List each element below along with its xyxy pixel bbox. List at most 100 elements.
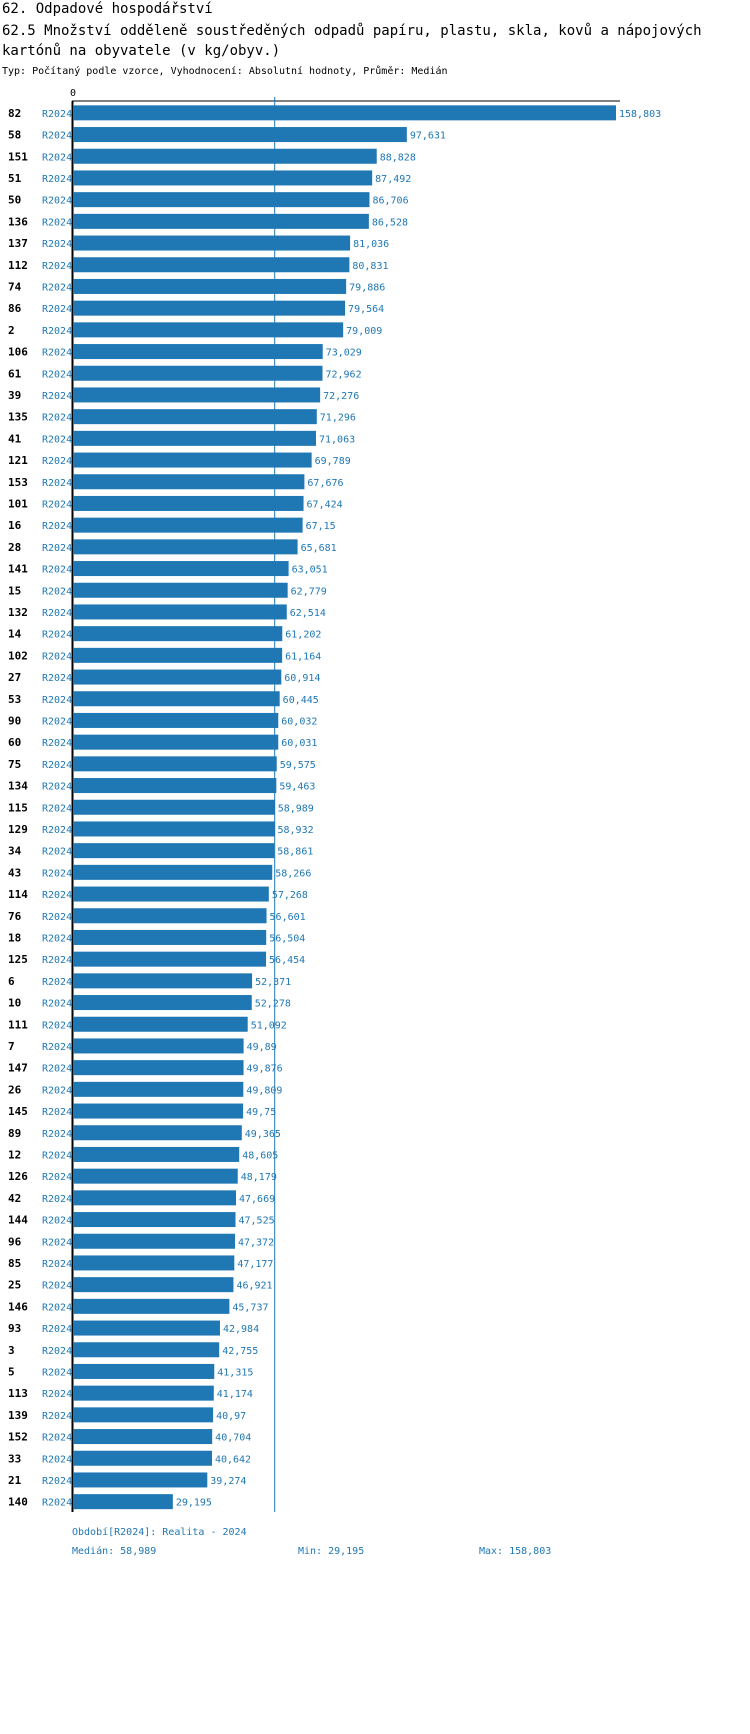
category-label: 114	[8, 888, 28, 901]
category-label: 26	[8, 1083, 22, 1096]
bar	[73, 951, 267, 967]
bar	[73, 517, 303, 533]
period-label: R2024	[42, 543, 72, 554]
category-label: 53	[8, 693, 21, 706]
period-label: R2024	[42, 847, 72, 858]
value-label: 49,365	[245, 1129, 281, 1140]
value-label: 57,268	[272, 890, 308, 901]
period-label: R2024	[42, 890, 72, 901]
value-label: 49,876	[247, 1064, 283, 1075]
bar	[73, 235, 351, 251]
category-label: 147	[8, 1062, 28, 1075]
chart-title: 62.5 Množství odděleně soustředěných odp…	[2, 23, 702, 59]
period-label: R2024	[42, 391, 72, 402]
period-label: R2024	[42, 239, 72, 250]
category-label: 134	[8, 780, 28, 793]
category-label: 27	[8, 671, 21, 684]
category-label: 76	[8, 910, 22, 923]
category-label: 75	[8, 758, 21, 771]
category-label: 50	[8, 194, 21, 207]
period-label: R2024	[42, 738, 72, 749]
category-label: 43	[8, 866, 21, 879]
category-label: 137	[8, 237, 28, 250]
period-label: R2024	[42, 825, 72, 836]
period-label: R2024	[42, 760, 72, 771]
value-label: 58,989	[278, 803, 314, 814]
bar	[73, 192, 370, 208]
bar	[73, 1016, 248, 1032]
bar	[73, 322, 344, 338]
period-label: R2024	[42, 1498, 72, 1509]
category-label: 18	[8, 931, 21, 944]
value-label: 51,092	[251, 1020, 287, 1031]
bar	[73, 1168, 238, 1184]
category-label: 139	[8, 1409, 28, 1422]
value-label: 58,266	[275, 868, 311, 879]
period-label: R2024	[42, 803, 72, 814]
period-label: R2024	[42, 217, 72, 228]
value-label: 80,831	[352, 261, 388, 272]
bar	[73, 799, 275, 815]
value-label: 81,036	[353, 239, 389, 250]
axis-zero-label: 0	[70, 88, 76, 99]
category-label: 93	[8, 1322, 21, 1335]
value-label: 47,669	[239, 1194, 275, 1205]
category-label: 60	[8, 736, 21, 749]
bar	[73, 669, 282, 685]
bar	[73, 734, 279, 750]
category-label: 115	[8, 801, 28, 814]
category-label: 113	[8, 1387, 28, 1400]
period-label: R2024	[42, 1281, 72, 1292]
category-label: 152	[8, 1431, 28, 1444]
bar	[73, 756, 277, 772]
value-label: 47,177	[237, 1259, 273, 1270]
bar	[73, 387, 321, 403]
value-label: 29,195	[176, 1498, 212, 1509]
value-label: 65,681	[301, 543, 337, 554]
period-label: R2024	[42, 434, 72, 445]
category-label: 153	[8, 476, 28, 489]
bar	[73, 1233, 235, 1249]
bar	[73, 778, 277, 794]
bar	[73, 712, 279, 728]
category-label: 140	[8, 1496, 28, 1509]
period-label: R2024	[42, 651, 72, 662]
bar	[73, 105, 616, 121]
period-label: R2024	[42, 1129, 72, 1140]
value-label: 56,454	[269, 955, 305, 966]
value-label: 87,492	[375, 174, 411, 185]
value-label: 52,371	[255, 977, 291, 988]
category-label: 151	[8, 150, 28, 163]
value-label: 45,737	[232, 1302, 268, 1313]
value-label: 48,179	[241, 1172, 277, 1183]
value-label: 61,164	[285, 651, 321, 662]
category-label: 33	[8, 1452, 21, 1465]
bar	[73, 127, 407, 143]
value-label: 47,372	[238, 1237, 274, 1248]
period-label: R2024	[42, 152, 72, 163]
category-label: 121	[8, 454, 28, 467]
value-label: 41,174	[217, 1389, 253, 1400]
value-label: 86,706	[372, 196, 408, 207]
period-label: R2024	[42, 1324, 72, 1335]
category-label: 86	[8, 302, 22, 315]
bar	[73, 430, 316, 446]
category-label: 132	[8, 606, 28, 619]
category-label: 146	[8, 1300, 28, 1313]
period-label: R2024	[42, 1259, 72, 1270]
bar	[73, 626, 283, 642]
period-label: R2024	[42, 977, 72, 988]
value-label: 73,029	[326, 348, 362, 359]
footer-median: Medián: 58,989	[72, 1546, 157, 1557]
period-label: R2024	[42, 1020, 72, 1031]
value-label: 60,031	[281, 738, 317, 749]
bar	[73, 1103, 244, 1119]
bar	[73, 1385, 214, 1401]
value-label: 46,921	[236, 1281, 272, 1292]
value-label: 63,051	[292, 565, 328, 576]
period-label: R2024	[42, 109, 72, 120]
category-label: 39	[8, 389, 21, 402]
period-label: R2024	[42, 174, 72, 185]
section-title: 62. Odpadové hospodářství	[2, 1, 213, 17]
category-label: 135	[8, 411, 28, 424]
